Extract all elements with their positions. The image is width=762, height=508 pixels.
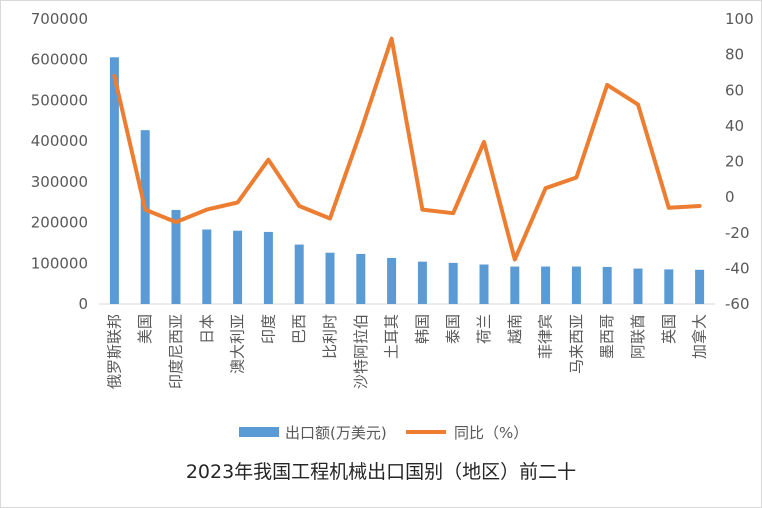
category-label: 阿联酋	[629, 314, 647, 359]
legend-line-label: 同比（%）	[454, 424, 528, 442]
category-label: 比利时	[321, 314, 339, 359]
tick-labels: 0 100000 200000 300000 400000 500000 600000 700…	[31, 10, 754, 313]
y-right-tick-label: 60	[725, 81, 744, 99]
category-label: 泰国	[444, 314, 462, 344]
legend: 出口额(万美元) 同比（%）	[239, 424, 528, 442]
y-left-tick-label: 100000	[31, 254, 88, 272]
legend-bar-label: 出口额(万美元)	[285, 424, 387, 442]
legend-bar-swatch	[239, 427, 279, 437]
bar	[541, 266, 551, 304]
category-label: 加拿大	[691, 314, 709, 359]
category-labels: 俄罗斯联邦 美国 印度尼西亚 日本 澳大利亚 印度 巴西 比利时 沙特阿拉伯 土耳其 韩国 泰国 荷兰越…	[105, 314, 708, 389]
bar	[356, 253, 366, 304]
category-label: 马来西亚	[567, 314, 585, 374]
y-right-tick-label: -60	[725, 295, 750, 313]
bar	[417, 261, 427, 304]
category-label: 英国	[660, 314, 678, 344]
bar	[664, 269, 674, 304]
y-right-tick-label: 0	[725, 188, 735, 206]
category-label: 巴西	[290, 314, 308, 344]
category-label: 墨西哥	[598, 314, 616, 359]
bar	[233, 230, 243, 304]
category-label: 印度尼西亚	[167, 314, 185, 389]
y-left-tick-label: 600000	[31, 51, 88, 69]
bar-series	[109, 57, 705, 305]
bar	[695, 269, 705, 304]
category-label: 韩国	[413, 314, 431, 344]
bar	[171, 209, 181, 304]
bar	[109, 57, 119, 305]
category-label: 土耳其	[383, 314, 401, 359]
y-right-tick-label: 40	[725, 117, 744, 135]
y-right-tick-label: 100	[725, 10, 754, 28]
y-left-tick-label: 400000	[31, 132, 88, 150]
y-left-tick-label: 500000	[31, 91, 88, 109]
line-series	[112, 36, 702, 262]
category-label: 越南	[506, 314, 524, 344]
bar	[140, 130, 150, 304]
bar	[479, 264, 489, 304]
category-label: 俄罗斯联邦	[105, 314, 123, 389]
y-left-tick-label: 300000	[31, 173, 88, 191]
y-left-tick-label: 0	[78, 295, 88, 313]
y-right-tick-label: -40	[725, 259, 750, 277]
y-left-tick-label: 200000	[31, 214, 88, 232]
category-label: 沙特阿拉伯	[352, 314, 370, 389]
bar	[202, 229, 212, 304]
y-right-tick-label: 80	[725, 46, 744, 64]
category-label: 印度	[259, 314, 277, 344]
category-label: 荷兰	[475, 314, 493, 344]
category-label: 澳大利亚	[229, 314, 247, 374]
bar	[448, 262, 458, 304]
bar	[633, 268, 643, 304]
category-label: 美国	[136, 314, 154, 344]
bar	[263, 231, 273, 304]
category-label: 菲律宾	[537, 314, 555, 359]
yoy-line	[112, 36, 702, 262]
bar	[571, 266, 581, 304]
bar	[602, 266, 612, 304]
bar	[510, 266, 520, 304]
y-left-tick-label: 700000	[31, 10, 88, 28]
bar	[387, 257, 397, 304]
y-right-tick-label: -20	[725, 224, 750, 242]
category-label: 日本	[198, 314, 216, 344]
bar	[325, 252, 335, 304]
chart-title: 2023年我国工程机械出口国别（地区）前二十	[186, 461, 576, 483]
bar	[294, 244, 304, 304]
y-right-tick-label: 20	[725, 153, 744, 171]
